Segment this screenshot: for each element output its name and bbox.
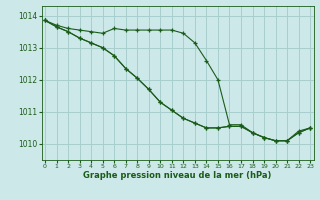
X-axis label: Graphe pression niveau de la mer (hPa): Graphe pression niveau de la mer (hPa)	[84, 171, 272, 180]
